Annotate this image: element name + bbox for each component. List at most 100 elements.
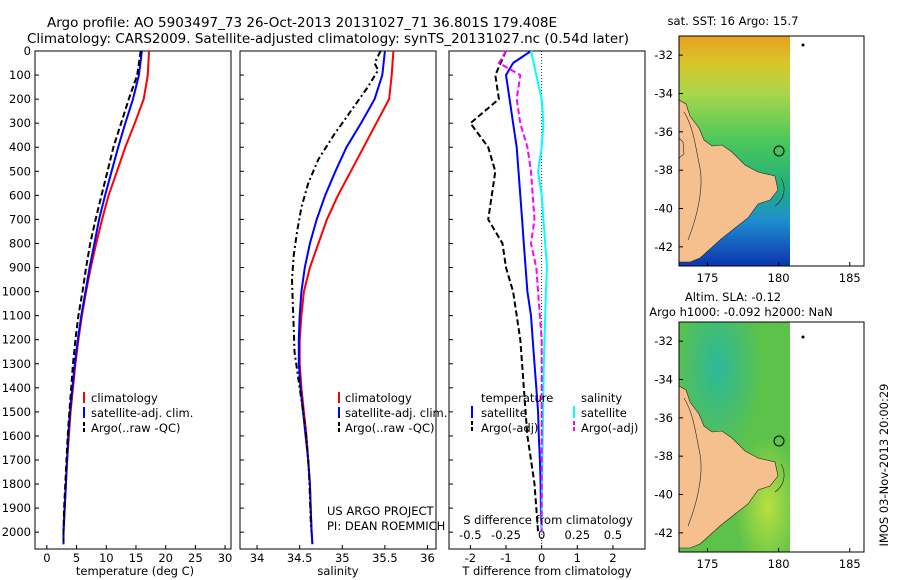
legend-label-climatology: climatology: [345, 391, 412, 405]
y-tick-label: 800: [9, 236, 31, 250]
sla-map-frame: [678, 321, 865, 553]
y-tick-label: 1400: [2, 381, 31, 395]
series-line-satellite-adj-clim-: [62, 50, 143, 545]
y-tick-label: 300: [9, 116, 31, 130]
series-line-climatology: [298, 50, 395, 545]
sla-contour-b: [774, 463, 785, 493]
legend-label-argo: Argo(..raw -QC): [91, 421, 181, 435]
x-tick-label: 35: [335, 551, 350, 565]
y-tick-label: 700: [9, 212, 31, 226]
legend-label-s-satellite: satellite: [581, 406, 627, 420]
map-x-tick-label: 180: [768, 557, 790, 571]
credit-project: US ARGO PROJECT: [327, 504, 435, 518]
map-y-tick-label: -40: [654, 202, 673, 216]
map-x-tick-label: 175: [696, 557, 718, 571]
y-tick-label: 900: [9, 261, 31, 275]
x-tick-label: 2: [609, 551, 616, 565]
x-tick-label: 20: [158, 551, 173, 565]
sst-contour-b: [774, 177, 785, 207]
top-tick-label: 0.25: [564, 528, 590, 542]
y-tick-label: 400: [9, 140, 31, 154]
x-tick-label: -1: [500, 551, 511, 565]
series-line-climatology: [62, 50, 150, 545]
top-tick-label: 0: [538, 528, 545, 542]
y-tick-label: 1100: [2, 309, 31, 323]
temperature-axes: [34, 50, 232, 550]
y-tick-label: 1600: [2, 429, 31, 443]
salinity-legend: climatology satellite-adj. clim. Argo(..…: [338, 391, 447, 435]
legend-label-satellite: satellite-adj. clim.: [345, 406, 447, 420]
map-y-tick-label: -32: [654, 48, 673, 62]
salinity-axes: [239, 50, 437, 550]
legend-title-salinity: salinity: [581, 391, 622, 405]
map-y-tick-label: -40: [654, 488, 673, 502]
top-tick-label: -0.25: [491, 528, 521, 542]
y-tick-label: 600: [9, 188, 31, 202]
y-tick-label: 500: [9, 164, 31, 178]
x-tick-label: 0: [538, 551, 545, 565]
map-y-tick-label: -36: [654, 411, 673, 425]
series-line-argo-raw-qc-: [290, 50, 382, 533]
legend-label-t-argo: Argo(-adj): [481, 421, 538, 435]
x-tick-label: 34: [250, 551, 265, 565]
map-y-tick-label: -38: [654, 449, 673, 463]
x-tick-label: 30: [218, 551, 233, 565]
x-tick-label: 0: [43, 551, 50, 565]
series-line-argo-raw-qc-: [62, 50, 142, 542]
difference-axis-label: T difference from climatology: [461, 564, 632, 578]
x-tick-label: -2: [465, 551, 476, 565]
map-y-tick-label: -32: [654, 334, 673, 348]
sst-contour-a: [683, 111, 702, 241]
top-tick-label: -0.5: [459, 528, 481, 542]
sst-map: [678, 35, 865, 267]
y-tick-label: 0: [24, 44, 31, 58]
series-line-satellite-adj-clim-: [297, 50, 386, 545]
map-x-tick-label: 175: [696, 271, 718, 285]
y-tick-label: 1300: [2, 357, 31, 371]
map-x-tick-label: 185: [839, 557, 861, 571]
y-tick-label: 1800: [2, 477, 31, 491]
x-tick-label: 36: [420, 551, 435, 565]
temperature-legend: climatology satellite-adj. clim. Argo(..…: [83, 391, 193, 435]
sla-map: [678, 321, 865, 553]
series-line-satellite: [504, 50, 543, 533]
top-tick-label: 0.5: [604, 528, 622, 542]
header-line2: Climatology: CARS2009. Satellite-adjuste…: [27, 31, 629, 47]
y-tick-label: 200: [9, 92, 31, 106]
sst-dot-marker: [801, 43, 805, 47]
y-tick-label: 1000: [2, 285, 31, 299]
sla-map-title-line2: Argo h1000: -0.092 h2000: NaN: [649, 305, 833, 319]
sla-contour-a: [683, 397, 702, 527]
legend-label-climatology: climatology: [91, 391, 158, 405]
y-tick-label: 2000: [2, 525, 31, 539]
difference-axes: [448, 50, 646, 550]
x-tick-label: 10: [99, 551, 114, 565]
sst-map-title: sat. SST: 16 Argo: 15.7: [668, 14, 799, 28]
map-x-tick-label: 185: [839, 271, 861, 285]
map-y-tick-label: -42: [654, 240, 673, 254]
map-y-tick-label: -36: [654, 125, 673, 139]
y-tick-label: 1500: [2, 405, 31, 419]
x-tick-label: 25: [188, 551, 203, 565]
sst-land-nw-coast: [679, 137, 685, 159]
x-tick-label: 34.5: [287, 551, 313, 565]
map-y-tick-label: -34: [654, 87, 673, 101]
sst-land-north-island: [679, 99, 779, 263]
x-tick-label: 1: [574, 551, 581, 565]
legend-title-temperature: temperature: [481, 391, 553, 405]
sla-land-north-island: [679, 385, 779, 549]
map-y-tick-label: -42: [654, 526, 673, 540]
sst-map-frame: [678, 35, 865, 267]
legend-label-satellite: satellite-adj. clim.: [91, 406, 193, 420]
legend-label-t-satellite: satellite: [481, 406, 527, 420]
series-line-argo-adj-: [497, 50, 543, 533]
x-tick-label: 15: [129, 551, 144, 565]
difference-legend: temperature satellite Argo(-adj) salinit…: [471, 391, 638, 435]
sla-argo-marker: [773, 435, 785, 447]
x-tick-label: 5: [73, 551, 80, 565]
map-y-tick-label: -38: [654, 163, 673, 177]
y-tick-label: 1700: [2, 453, 31, 467]
legend-label-s-argo: Argo(-adj): [581, 421, 638, 435]
y-tick-label: 1200: [2, 333, 31, 347]
